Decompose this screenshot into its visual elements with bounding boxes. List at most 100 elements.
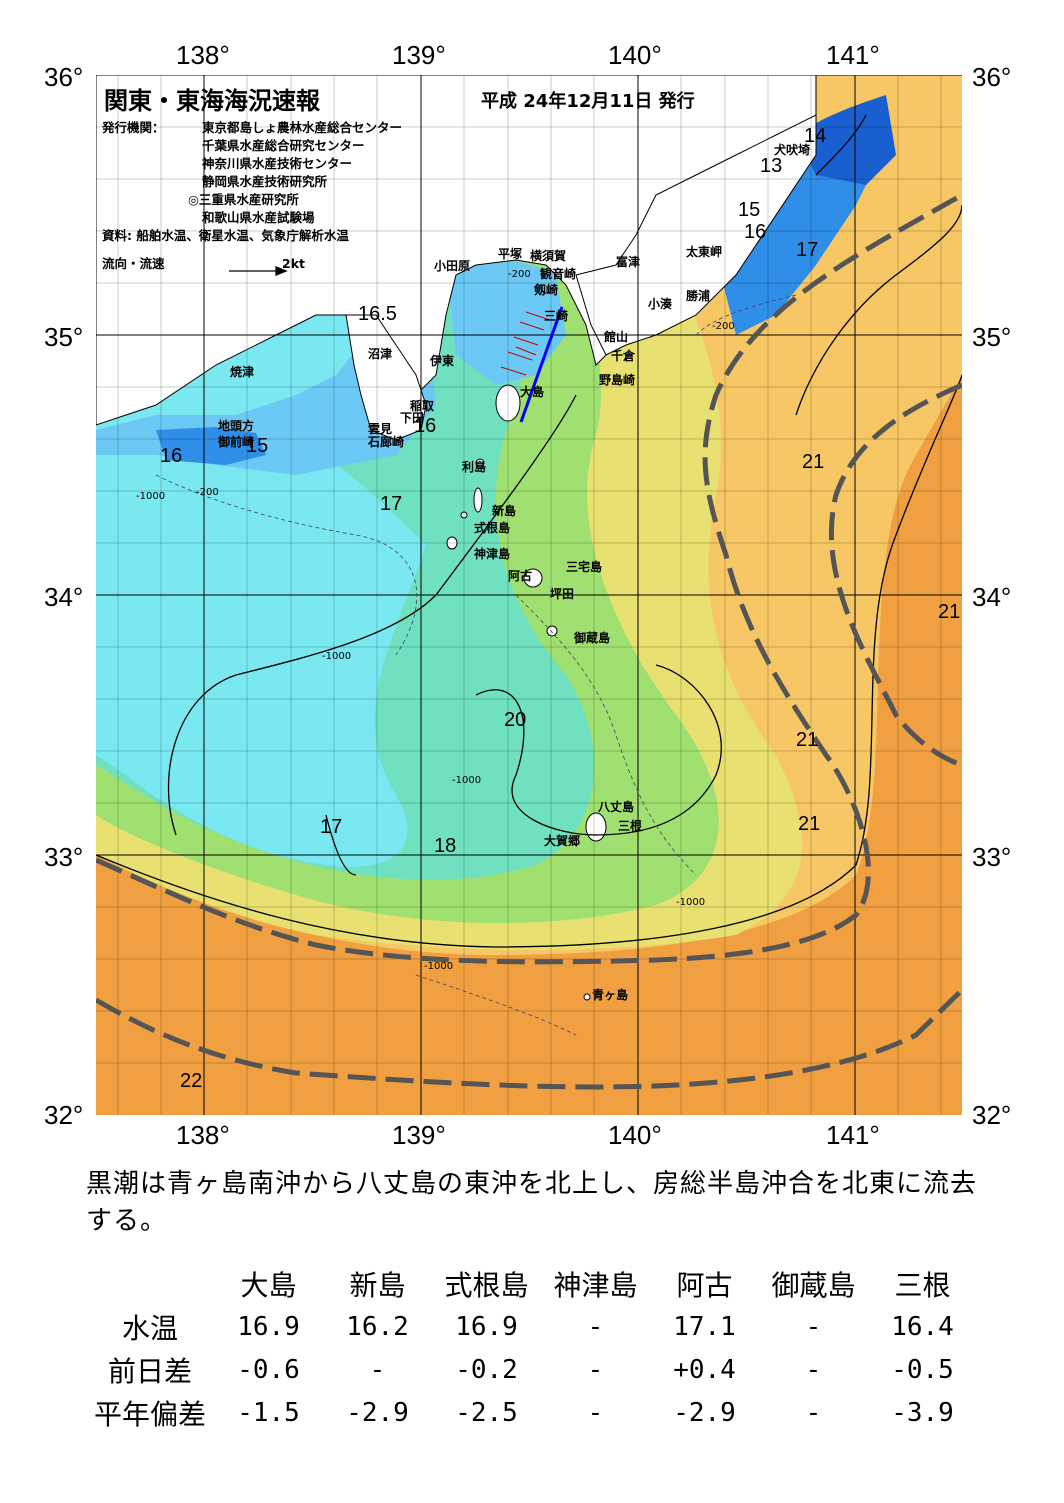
place-shikinejima: 式根島 [474, 521, 511, 535]
suruga-blue [156, 427, 266, 465]
depth-label-1000-b: -1000 [322, 651, 352, 662]
depth-label-1000-e: -1000 [424, 961, 454, 972]
publisher-5: ◎三重県水産研究所 [188, 192, 299, 207]
isotherm-label-18: 18 [434, 835, 457, 857]
place-taitomisaki: 太東岬 [686, 245, 723, 259]
table-cell: 16.9 [237, 1311, 300, 1342]
row-label-day-diff: 前日差 [107, 1354, 192, 1388]
isotherm-label-17-sw: 17 [320, 816, 343, 838]
place-misaki: 三崎 [544, 309, 569, 323]
place-kozushima: 神津島 [474, 547, 511, 561]
depth-label-1000-c: -1000 [452, 775, 482, 786]
table-cell: - [587, 1354, 604, 1385]
col-mikurajima: 御蔵島 [771, 1268, 856, 1302]
depth-contours [155, 294, 797, 1036]
isotherm-label-14: 14 [804, 125, 827, 147]
lat-label-34-left: 34° [44, 582, 84, 612]
place-niijima: 新島 [492, 504, 517, 518]
place-hiratsuka: 平塚 [498, 247, 523, 261]
place-ito: 伊東 [430, 354, 455, 368]
table-header-row: 大島 新島 式根島 神津島 阿古 御蔵島 三根 [86, 1262, 977, 1305]
place-oshima: 大島 [520, 385, 545, 399]
place-inatori: 稲取 [410, 399, 435, 413]
toshima-island [475, 458, 485, 468]
lat-label-35-left: 35° [44, 322, 84, 352]
isotherm-label-21-se: 21 [796, 729, 819, 751]
place-toshima: 利島 [462, 460, 487, 474]
table-cell: -0.6 [237, 1354, 300, 1385]
current-scale-label: 2kt [282, 256, 305, 271]
place-katsuura: 勝浦 [686, 289, 711, 303]
niijima-island [473, 487, 483, 513]
aogashima-island [583, 993, 591, 1001]
place-tateyama: 館山 [604, 330, 629, 344]
isotherm-label-21-e: 21 [938, 601, 961, 623]
table-cell: +0.4 [673, 1354, 736, 1385]
isotherm-label-16-5: 16.5 [358, 303, 397, 325]
place-tsubota: 坪田 [550, 587, 575, 601]
depth-label-200-b: -200 [196, 487, 219, 498]
isotherm-label-21-ne: 21 [802, 451, 825, 473]
lon-label-138-top: 138° [176, 40, 230, 70]
graticule [96, 75, 962, 1115]
place-okago: 大賀郷 [544, 834, 581, 848]
place-hachijojima: 八丈島 [598, 800, 635, 814]
place-yaizu: 焼津 [230, 365, 255, 379]
place-shimoda: 下田 [400, 411, 425, 425]
place-jitogata: 地頭方 [218, 419, 255, 433]
place-chikura: 千倉 [611, 349, 636, 363]
place-nojimazaki: 野島崎 [599, 373, 636, 387]
kuroshio-axis-lines [96, 192, 962, 1090]
table-cell: - [587, 1311, 604, 1342]
col-mitsune: 三根 [894, 1268, 951, 1302]
publisher-block: 発行機関： 東京都島しょ農林水産総合センター 千葉県水産総合研究センター 神奈川… [102, 119, 402, 273]
table-row: 平年偏差 -1.5 -2.9 -2.5 - -2.9 - -3.9 [86, 1391, 977, 1434]
table-cell: - [587, 1397, 604, 1428]
place-omaezaki: 御前崎 [218, 435, 255, 449]
lat-label-33-left: 33° [44, 842, 84, 872]
isotherm-label-15-boso: 15 [738, 199, 761, 221]
depth-label-1000-d: -1000 [676, 897, 706, 908]
place-futtsu: 富津 [616, 255, 641, 269]
light-blue-coastal-zone [96, 255, 436, 475]
isotherm-label-16-boso: 16 [744, 221, 767, 243]
lon-label-140-bottom: 140° [608, 1120, 662, 1150]
boso-deep-blue [796, 95, 896, 185]
place-kannonzaki: 観音崎 [540, 267, 577, 281]
table-cell: - [369, 1354, 386, 1385]
isotherm-lines [96, 114, 962, 948]
place-numazu: 沼津 [368, 347, 393, 361]
place-tsurugisaki: 剱崎 [534, 283, 559, 297]
publisher-6: 和歌山県水産試験場 [202, 210, 315, 225]
mikurajima-island [546, 625, 558, 637]
table-cell: -2.5 [455, 1397, 518, 1428]
col-ako: 阿古 [676, 1268, 733, 1302]
lon-label-138-bottom: 138° [176, 1120, 230, 1150]
table-cell: -1.5 [237, 1397, 300, 1428]
lat-label-32-right: 32° [972, 1100, 1012, 1130]
publisher-2: 千葉県水産総合研究センター [202, 138, 365, 153]
col-kozushima: 神津島 [553, 1268, 638, 1302]
lon-label-141-bottom: 141° [826, 1120, 880, 1150]
table-cell: 17.1 [673, 1311, 736, 1342]
map-graphic [96, 75, 962, 1115]
col-oshima: 大島 [240, 1268, 297, 1302]
isotherm-label-21-s: 21 [798, 813, 821, 835]
isotherm-label-16-izu: 16 [414, 415, 437, 437]
place-inubozaki: 犬吠埼 [774, 143, 811, 157]
lat-label-36-right: 36° [972, 62, 1012, 92]
lon-label-141-top: 141° [826, 40, 880, 70]
col-shikinejima: 式根島 [444, 1268, 529, 1302]
isotherm-label-17-mid: 17 [380, 493, 403, 515]
depth-label-200-a: -200 [508, 269, 531, 280]
isotherm-label-16-west: 16 [160, 445, 183, 467]
place-mitsune: 三根 [618, 819, 643, 833]
table-cell: -2.9 [673, 1397, 736, 1428]
row-label-water-temp: 水温 [121, 1311, 178, 1345]
current-scale-arrow [229, 266, 288, 276]
isotherm-label-15-omaezaki: 15 [246, 435, 269, 457]
table-cell: -0.5 [891, 1354, 954, 1385]
depth-label-1000-a: -1000 [136, 491, 166, 502]
station-temperature-table: 大島 新島 式根島 神津島 阿古 御蔵島 三根 水温 16.9 16.2 16.… [86, 1262, 977, 1434]
issue-date: 平成 24年12月11日 発行 [481, 91, 695, 112]
